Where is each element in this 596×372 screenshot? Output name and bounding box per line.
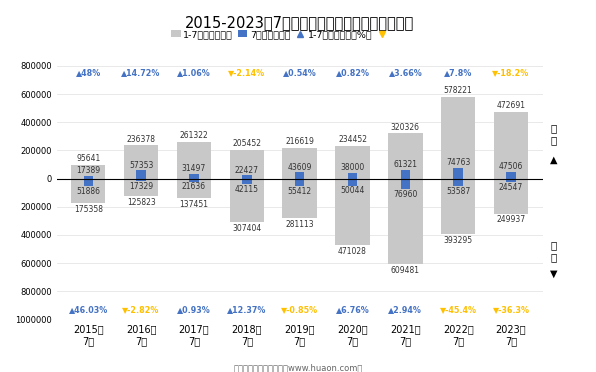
Text: ▼: ▼ — [550, 269, 557, 279]
Text: 249937: 249937 — [496, 215, 526, 224]
Text: 472691: 472691 — [496, 101, 526, 110]
Text: ▼-0.85%: ▼-0.85% — [281, 305, 318, 314]
Text: 17329: 17329 — [129, 182, 153, 191]
Bar — [177, 142, 211, 179]
Bar — [190, 179, 198, 182]
Text: ▲0.82%: ▲0.82% — [336, 68, 370, 77]
Bar — [283, 148, 317, 179]
Text: 609481: 609481 — [391, 266, 420, 275]
Text: 47506: 47506 — [499, 162, 523, 171]
Bar — [124, 145, 159, 179]
Bar — [83, 179, 93, 186]
Bar — [494, 112, 528, 179]
Text: 393295: 393295 — [443, 235, 473, 245]
Text: 137451: 137451 — [179, 200, 209, 209]
Text: 234452: 234452 — [338, 135, 367, 144]
Bar — [494, 179, 528, 214]
Bar — [295, 179, 305, 186]
Text: ▼-36.3%: ▼-36.3% — [492, 305, 529, 314]
Text: 17389: 17389 — [76, 166, 100, 176]
Text: ▲14.72%: ▲14.72% — [122, 68, 161, 77]
Bar — [336, 179, 370, 245]
Text: ▲0.54%: ▲0.54% — [283, 68, 316, 77]
Bar — [229, 179, 264, 222]
Title: 2015-2023年7月西安高新综合保税区进、出口额: 2015-2023年7月西安高新综合保税区进、出口额 — [185, 15, 414, 30]
Text: 175358: 175358 — [74, 205, 103, 214]
Bar — [454, 179, 463, 186]
Text: 76960: 76960 — [393, 190, 418, 199]
Bar — [136, 170, 146, 179]
Text: ▼-2.14%: ▼-2.14% — [228, 68, 265, 77]
Text: 制图：华经产业研究院（www.huaon.com）: 制图：华经产业研究院（www.huaon.com） — [233, 363, 363, 372]
Bar — [506, 172, 516, 179]
Text: 95641: 95641 — [76, 154, 101, 163]
Text: 261322: 261322 — [179, 131, 209, 140]
Text: 578221: 578221 — [444, 86, 473, 96]
Text: 31497: 31497 — [182, 164, 206, 173]
Bar — [388, 179, 423, 264]
Bar — [441, 97, 476, 179]
Text: 74763: 74763 — [446, 158, 470, 167]
Text: 57353: 57353 — [129, 161, 153, 170]
Bar — [124, 179, 159, 196]
Bar — [136, 179, 146, 181]
Text: ▲12.37%: ▲12.37% — [227, 305, 266, 314]
Text: ▲6.76%: ▲6.76% — [336, 305, 370, 314]
Text: ▲7.8%: ▲7.8% — [444, 68, 473, 77]
Text: ▲3.66%: ▲3.66% — [389, 68, 422, 77]
Text: 53587: 53587 — [446, 187, 470, 196]
Text: ▲2.94%: ▲2.94% — [389, 305, 423, 314]
Bar — [336, 145, 370, 179]
Text: 21636: 21636 — [182, 182, 206, 191]
Text: ▲0.93%: ▲0.93% — [177, 305, 211, 314]
Text: 236378: 236378 — [127, 135, 156, 144]
Text: 50044: 50044 — [340, 186, 365, 195]
Bar — [190, 174, 198, 179]
Bar — [454, 168, 463, 179]
Text: 307404: 307404 — [232, 224, 262, 232]
Bar — [242, 179, 252, 185]
Text: 进
口: 进 口 — [550, 240, 556, 262]
Bar — [441, 179, 476, 234]
Bar — [506, 179, 516, 182]
Bar — [71, 179, 105, 203]
Bar — [388, 134, 423, 179]
Text: 55412: 55412 — [288, 187, 312, 196]
Text: ▼-18.2%: ▼-18.2% — [492, 68, 530, 77]
Bar — [71, 165, 105, 179]
Bar — [401, 170, 410, 179]
Text: ▲: ▲ — [550, 155, 557, 165]
Text: 出
口: 出 口 — [550, 124, 556, 145]
Text: 51886: 51886 — [76, 187, 100, 196]
Bar — [347, 173, 357, 179]
Bar — [177, 179, 211, 198]
Bar — [242, 175, 252, 179]
Text: ▼-2.82%: ▼-2.82% — [122, 305, 160, 314]
Text: ▲1.06%: ▲1.06% — [177, 68, 211, 77]
Text: 216619: 216619 — [285, 137, 314, 146]
Text: 125823: 125823 — [127, 198, 156, 207]
Text: 43609: 43609 — [287, 163, 312, 172]
Text: 61321: 61321 — [393, 160, 417, 169]
Bar — [401, 179, 410, 189]
Text: 38000: 38000 — [340, 164, 365, 173]
Text: ▲46.03%: ▲46.03% — [69, 305, 108, 314]
Bar — [295, 172, 305, 179]
Bar — [83, 176, 93, 179]
Text: 42115: 42115 — [235, 185, 259, 194]
Bar — [229, 150, 264, 179]
Text: 205452: 205452 — [232, 139, 261, 148]
Bar — [347, 179, 357, 186]
Text: 471028: 471028 — [338, 247, 367, 256]
Legend: 1-7月（万美元）, 7月（万美元）, 1-7月同比增速（%）, : 1-7月（万美元）, 7月（万美元）, 1-7月同比增速（%）, — [167, 26, 393, 43]
Text: 24547: 24547 — [499, 183, 523, 192]
Text: ▲48%: ▲48% — [76, 68, 101, 77]
Bar — [283, 179, 317, 218]
Text: ▼-45.4%: ▼-45.4% — [440, 305, 477, 314]
Text: 320326: 320326 — [391, 123, 420, 132]
Text: 22427: 22427 — [235, 166, 259, 175]
Text: 281113: 281113 — [285, 220, 314, 229]
